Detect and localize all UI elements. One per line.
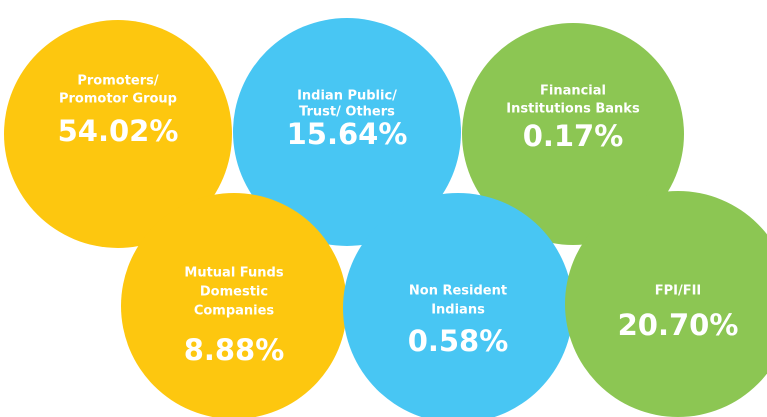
value: 0.58% bbox=[408, 324, 509, 358]
value: 0.17% bbox=[523, 119, 624, 153]
value: 15.64% bbox=[287, 117, 408, 151]
label: FPI/FII bbox=[655, 284, 702, 299]
value: 54.02% bbox=[58, 114, 179, 148]
label: Financial bbox=[540, 84, 606, 99]
value: 8.88% bbox=[184, 333, 285, 367]
circle bbox=[233, 18, 461, 246]
circle bbox=[4, 20, 232, 248]
label: Promoters/ bbox=[77, 74, 159, 89]
circle bbox=[121, 193, 347, 417]
value: 20.70% bbox=[618, 308, 739, 342]
label: Institutions Banks bbox=[506, 102, 640, 117]
label: Mutual Funds bbox=[184, 266, 283, 281]
circle bbox=[565, 191, 767, 417]
circle bbox=[462, 23, 684, 245]
label: Indian Public/ bbox=[297, 89, 397, 104]
label: Promotor Group bbox=[59, 92, 177, 107]
label: Indians bbox=[431, 303, 485, 318]
label: Companies bbox=[194, 304, 275, 319]
circle bbox=[343, 193, 573, 417]
label: Trust/ Others bbox=[299, 105, 395, 120]
label: Domestic bbox=[200, 285, 268, 300]
label: Non Resident bbox=[409, 284, 507, 299]
